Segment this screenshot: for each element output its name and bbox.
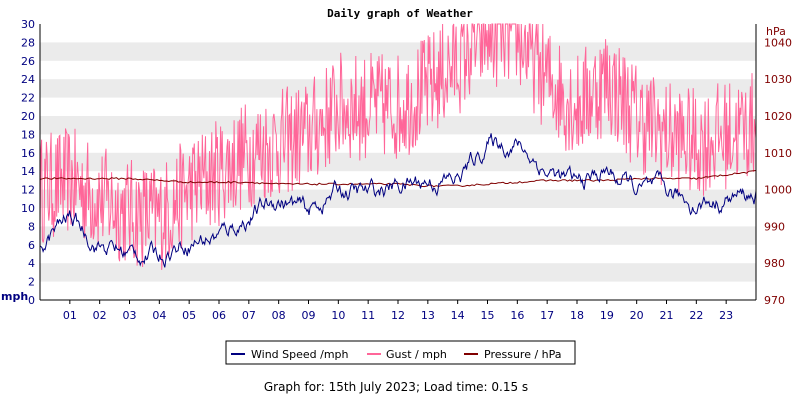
wind-series <box>39 133 757 268</box>
x-tick-label: 06 <box>212 309 226 322</box>
left-tick-label: 18 <box>21 128 35 141</box>
legend-gust-label: Gust / mph <box>386 348 447 361</box>
x-tick-label: 04 <box>152 309 166 322</box>
grid-band <box>40 263 756 282</box>
x-tick-label: 13 <box>421 309 435 322</box>
x-tick-label: 21 <box>660 309 674 322</box>
left-tick-label: 2 <box>28 276 35 289</box>
left-tick-label: 12 <box>21 184 35 197</box>
pressure-series <box>39 170 757 188</box>
x-tick-label: 09 <box>302 309 316 322</box>
x-tick-label: 03 <box>123 309 137 322</box>
right-tick-label: 1040 <box>764 36 792 49</box>
left-axis-unit: mph <box>1 290 28 303</box>
gust-line <box>39 23 757 270</box>
legend-wind-label: Wind Speed /mph <box>251 348 349 361</box>
grid-band <box>40 42 756 61</box>
pressure-line <box>39 170 757 188</box>
x-tick-label: 17 <box>540 309 554 322</box>
left-tick-label: 20 <box>21 110 35 123</box>
footer-text: Graph for: 15th July 2023; Load time: 0.… <box>264 380 528 394</box>
right-axis-unit: hPa <box>766 25 786 38</box>
wind-line <box>39 133 757 268</box>
left-tick-label: 8 <box>28 220 35 233</box>
right-tick-label: 980 <box>764 257 785 270</box>
left-tick-label: 14 <box>21 165 35 178</box>
x-tick-label: 18 <box>570 309 584 322</box>
left-tick-label: 30 <box>21 18 35 31</box>
right-tick-label: 970 <box>764 294 785 307</box>
x-tick-label: 02 <box>93 309 107 322</box>
left-tick-label: 16 <box>21 147 35 160</box>
left-tick-label: 28 <box>21 36 35 49</box>
x-tick-label: 19 <box>600 309 614 322</box>
x-tick-label: 05 <box>182 309 196 322</box>
right-tick-label: 1030 <box>764 73 792 86</box>
left-tick-label: 26 <box>21 55 35 68</box>
gust-series <box>39 23 757 270</box>
x-tick-label: 07 <box>242 309 256 322</box>
left-tick-label: 24 <box>21 73 35 86</box>
left-tick-label: 22 <box>21 92 35 105</box>
left-tick-label: 0 <box>28 294 35 307</box>
right-tick-label: 1020 <box>764 110 792 123</box>
x-tick-label: 01 <box>63 309 77 322</box>
x-tick-label: 11 <box>361 309 375 322</box>
right-axis-ticks: 970 980 990 1000 1010 1020 1030 1040 <box>764 36 792 307</box>
x-tick-label: 10 <box>331 309 345 322</box>
legend: Wind Speed /mph Gust / mph Pressure / hP… <box>225 340 576 365</box>
right-tick-label: 990 <box>764 220 785 233</box>
x-tick-label: 23 <box>719 309 733 322</box>
x-tick-label: 22 <box>689 309 703 322</box>
x-tick-label: 12 <box>391 309 405 322</box>
x-tick-label: 15 <box>481 309 495 322</box>
x-tick-label: 16 <box>510 309 524 322</box>
x-tick-label: 08 <box>272 309 286 322</box>
right-tick-label: 1000 <box>764 184 792 197</box>
right-tick-label: 1010 <box>764 147 792 160</box>
chart-title: Daily graph of Weather <box>327 7 473 20</box>
grid-band <box>40 152 756 172</box>
left-tick-label: 10 <box>21 202 35 215</box>
left-tick-label: 4 <box>28 257 35 270</box>
x-tick-label: 14 <box>451 309 465 322</box>
x-axis-ticks: 01 02 03 04 05 06 07 08 09 10 11 12 13 14 15 16 17 18 19 20… <box>63 300 733 322</box>
legend-box <box>225 340 576 365</box>
left-tick-label: 6 <box>28 239 35 252</box>
x-tick-label: 20 <box>630 309 644 322</box>
legend-pressure-label: Pressure / hPa <box>484 348 562 361</box>
